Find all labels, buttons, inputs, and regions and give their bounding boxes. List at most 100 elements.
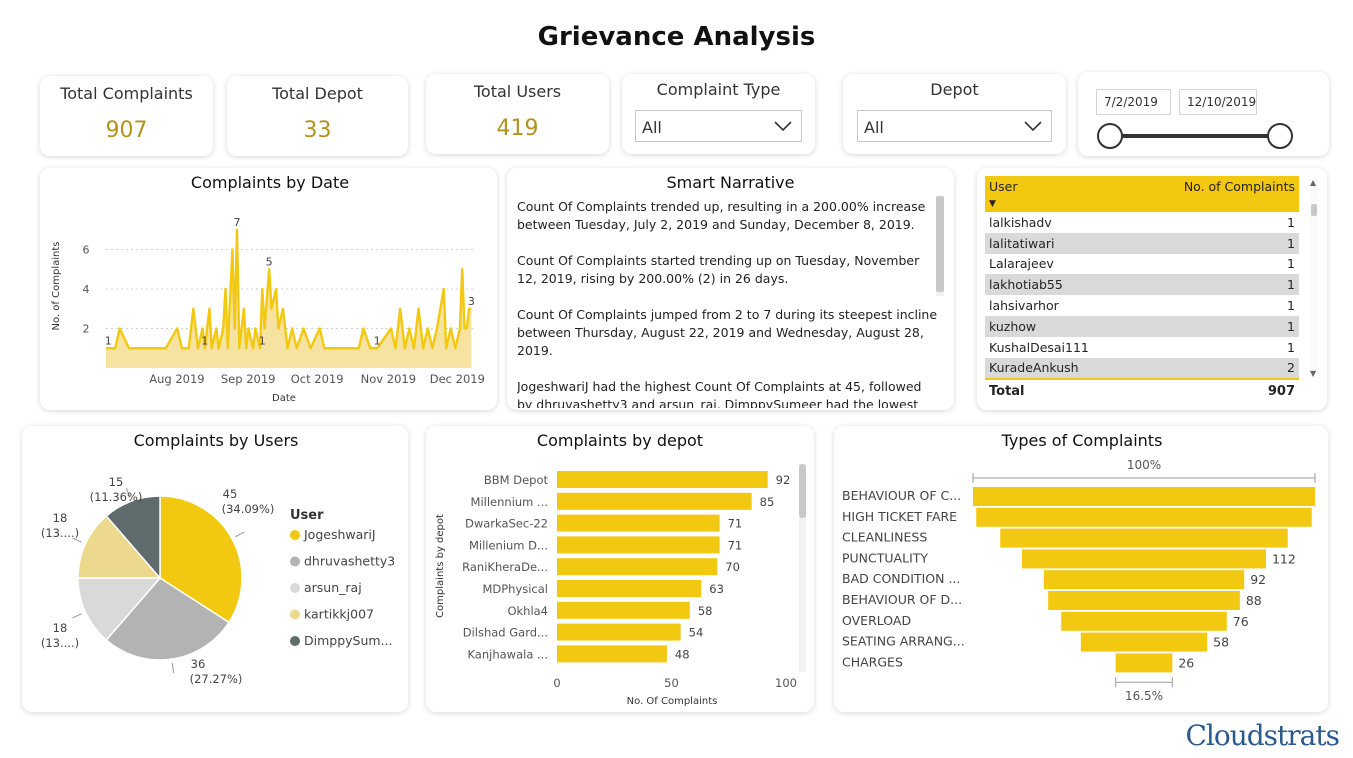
cell-count: 1 xyxy=(1134,315,1299,337)
pie-slice[interactable] xyxy=(105,495,161,581)
table-row[interactable]: kuzhow 1 xyxy=(985,315,1299,337)
funnel-bar[interactable] xyxy=(1000,528,1288,548)
legend-swatch xyxy=(290,530,300,540)
x-tick-label: Nov 2019 xyxy=(361,372,416,386)
scroll-down-icon[interactable]: ▼ xyxy=(1310,369,1317,378)
bar[interactable] xyxy=(557,514,720,532)
bar[interactable] xyxy=(557,645,667,663)
y-tick-label: 4 xyxy=(83,283,90,296)
slicer-label: Depot xyxy=(930,80,979,99)
x-tick-label: Dec 2019 xyxy=(430,372,485,386)
cell-user: lalkishadv xyxy=(989,214,1052,230)
table-row[interactable]: KuradeAnkush 2 xyxy=(985,357,1299,379)
chart-scrollbar[interactable] xyxy=(799,464,806,672)
category-label: Dilshad Gard... xyxy=(463,626,548,640)
funnel-bar[interactable] xyxy=(976,507,1312,527)
dropdown-value: All xyxy=(864,118,884,137)
table-row[interactable]: Lalarajeev 1 xyxy=(985,254,1299,275)
date-range-slicer: 7/2/2019 12/10/2019 xyxy=(1078,72,1329,156)
bar-value-label: 54 xyxy=(689,626,704,640)
start-date-input[interactable]: 7/2/2019 xyxy=(1096,89,1171,115)
depot-dropdown[interactable]: All xyxy=(857,110,1052,142)
chart-title: Types of Complaints xyxy=(1001,431,1163,450)
funnel-value-label: 76 xyxy=(1233,614,1249,629)
category-label: Millennium ... xyxy=(471,495,548,509)
funnel-bar[interactable] xyxy=(1061,611,1227,631)
category-label: BBM Depot xyxy=(484,473,549,487)
legend-swatch xyxy=(290,636,300,646)
kpi-total-users: Total Users 419 xyxy=(426,74,609,154)
funnel-bar[interactable] xyxy=(1115,653,1173,673)
bar-value-label: 48 xyxy=(675,647,690,661)
kpi-label: Total Depot xyxy=(272,84,363,103)
category-label: MDPhysical xyxy=(482,582,548,596)
top-pct-label: 100% xyxy=(1127,458,1161,472)
narrative-title: Smart Narrative xyxy=(666,173,795,192)
table-row[interactable]: lalkishadv 1 xyxy=(985,212,1299,233)
complaint-type-dropdown[interactable]: All xyxy=(635,110,802,142)
cell-count: 1 xyxy=(1287,339,1295,355)
bar[interactable] xyxy=(557,558,718,576)
chevron-down-icon xyxy=(1024,121,1042,132)
funnel-bar[interactable] xyxy=(1048,591,1240,610)
pie-slice[interactable] xyxy=(77,514,162,579)
legend-label[interactable]: DimppySum... xyxy=(304,633,393,648)
bar[interactable] xyxy=(557,492,752,510)
table-row[interactable]: lahsivarhor 1 xyxy=(985,295,1299,316)
funnel-bar[interactable] xyxy=(973,487,1315,506)
scroll-up-icon[interactable]: ▲ xyxy=(1310,178,1317,187)
cell-count: 1 xyxy=(1287,256,1295,272)
category-label: DwarkaSec-22 xyxy=(465,517,548,531)
narrative-paragraph: JogeshwariJ had the highest Count Of Com… xyxy=(517,379,922,408)
column-header-user[interactable]: User ▼ xyxy=(985,176,1135,212)
end-date-input[interactable]: 12/10/2019 xyxy=(1179,89,1257,115)
funnel-bar[interactable] xyxy=(1080,632,1208,652)
y-axis-label: Complaints by depot xyxy=(435,514,446,618)
legend-label[interactable]: JogeshwariJ xyxy=(303,527,376,542)
slicer-label: Complaint Type xyxy=(656,80,781,99)
funnel-bar[interactable] xyxy=(1043,570,1245,590)
bar[interactable] xyxy=(557,623,681,641)
cell-user: lakhotiab55 xyxy=(985,274,1135,296)
start-date-handle[interactable] xyxy=(1097,123,1123,149)
category-label: OVERLOAD xyxy=(842,613,911,628)
data-label: 1 xyxy=(374,334,381,347)
table-row[interactable]: lalitatiwari 1 xyxy=(985,232,1299,254)
funnel-bar[interactable] xyxy=(1022,549,1266,569)
series-line[interactable] xyxy=(106,228,472,350)
data-label: 7 xyxy=(233,216,240,229)
category-label: PUNCTUALITY xyxy=(842,550,928,565)
bar[interactable] xyxy=(557,580,702,597)
funnel-value-label: 112 xyxy=(1272,551,1296,566)
chart-title: Complaints by Date xyxy=(191,173,349,192)
bar[interactable] xyxy=(557,536,720,554)
scroll-thumb[interactable] xyxy=(1311,204,1317,216)
bar[interactable] xyxy=(557,471,768,488)
page-title: Grievance Analysis xyxy=(537,22,816,52)
complaints-by-depot-chart: Complaints by depot BBM Depot 92 Millennium… xyxy=(435,431,806,707)
funnel-value-label: 88 xyxy=(1246,593,1262,608)
end-date-handle[interactable] xyxy=(1267,123,1293,149)
table-row[interactable]: KushalDesai111 1 xyxy=(985,337,1299,358)
dropdown-value: All xyxy=(642,118,662,137)
slice-pct-label: (11.36%) xyxy=(90,490,143,504)
x-axis-label: No. Of Complaints xyxy=(627,696,718,707)
legend-label[interactable]: dhruvashetty3 xyxy=(304,554,395,569)
pie-slice[interactable] xyxy=(77,577,162,642)
cell-user: KushalDesai111 xyxy=(989,339,1089,355)
pie-slice[interactable] xyxy=(105,577,231,661)
table-row[interactable]: lakhotiab55 1 xyxy=(985,274,1299,296)
scroll-thumb[interactable] xyxy=(799,464,806,518)
complaints-by-date-panel: Complaints by Date 2 4 6 Aug 2019 Sep 2019 Oct… xyxy=(40,168,497,410)
cell-count: 1 xyxy=(1134,232,1299,254)
table-scrollbar[interactable]: ▲ ▼ xyxy=(1310,178,1318,378)
column-header-count[interactable]: No. of Complaints xyxy=(1134,176,1299,212)
narrative-scrollbar[interactable] xyxy=(936,196,944,296)
legend-label[interactable]: kartikkj007 xyxy=(304,607,374,622)
bar[interactable] xyxy=(557,601,690,619)
scroll-thumb[interactable] xyxy=(936,196,944,292)
legend-label[interactable]: arsun_raj xyxy=(304,580,362,595)
slice-pct-label: (27.27%) xyxy=(190,672,243,686)
x-tick-label: 50 xyxy=(664,676,679,690)
category-label: Kanjhawala ... xyxy=(467,647,548,661)
